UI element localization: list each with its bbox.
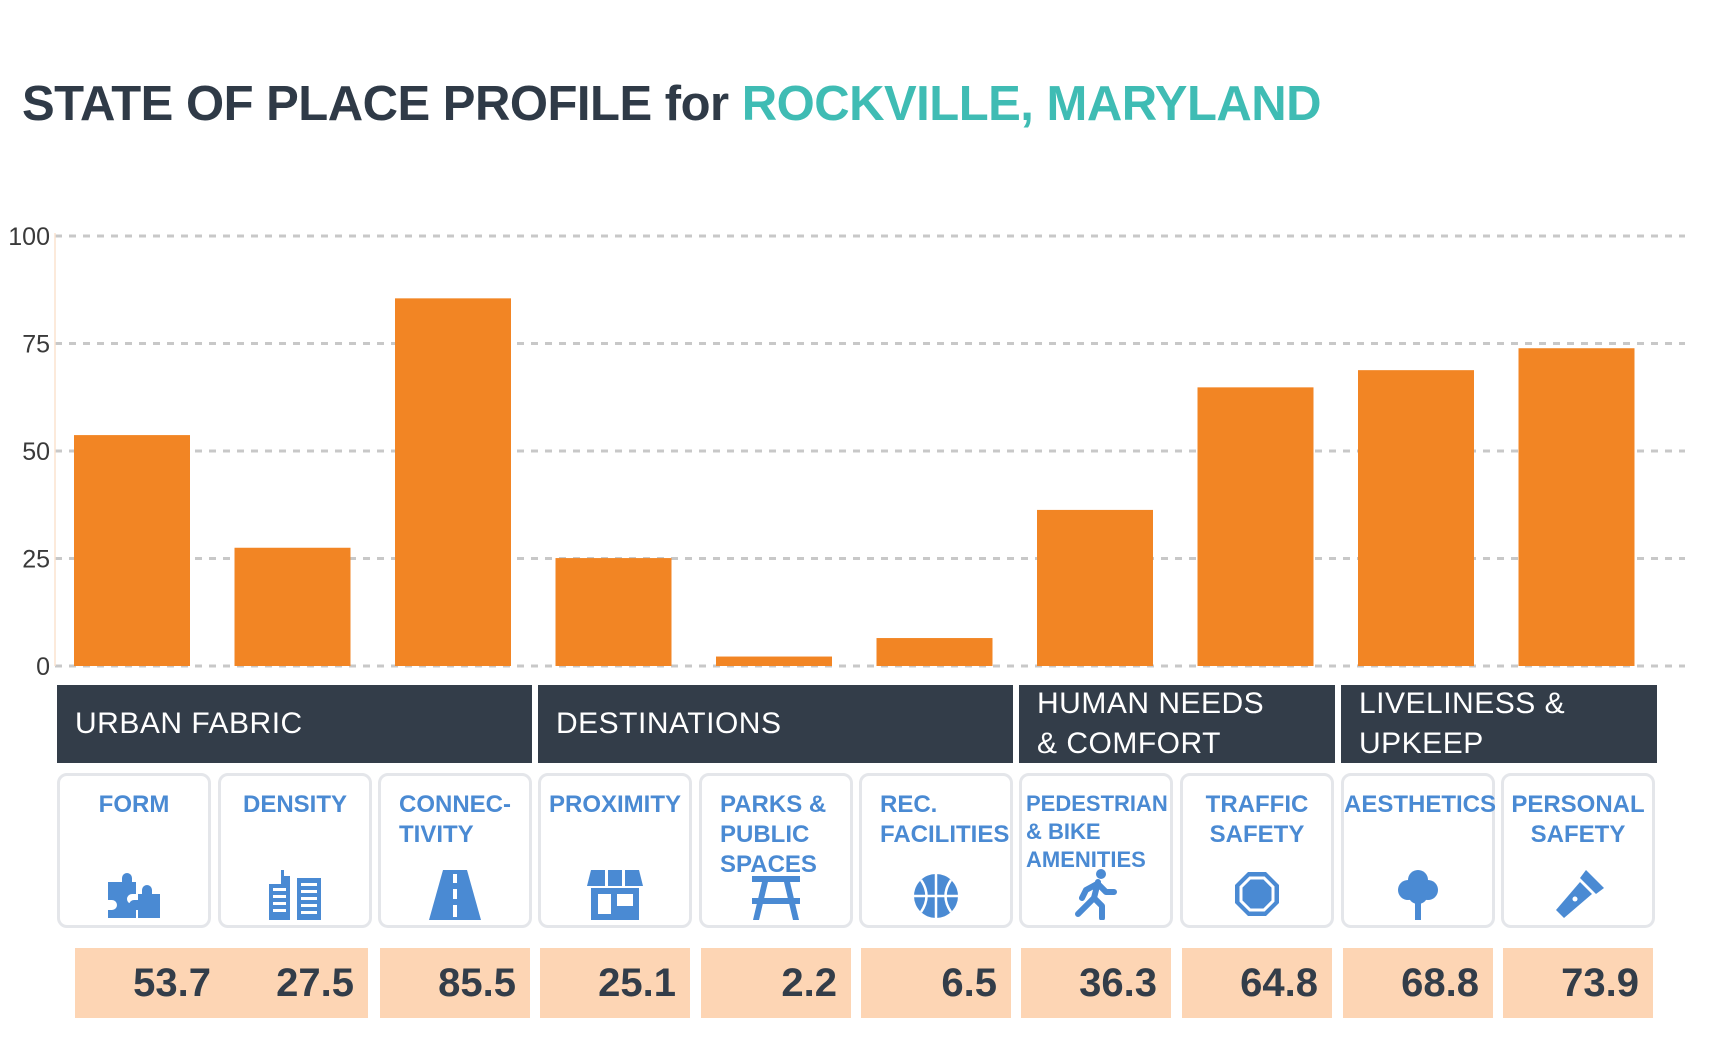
y-tick-label: 100 <box>8 223 50 251</box>
card-label: TRAFFIC SAFETY <box>1205 791 1309 848</box>
bar <box>716 656 832 666</box>
card-label: DENSITY <box>242 791 347 818</box>
card-traffic-safety: TRAFFIC SAFETY <box>1180 773 1334 928</box>
bar <box>1197 387 1314 666</box>
card-personal-safety: PERSONAL SAFETY <box>1501 773 1655 928</box>
bar <box>1518 348 1635 666</box>
card-label: PEDESTRIAN & BIKE AMENITIES <box>1026 791 1168 872</box>
card-pedestrian: PEDESTRIAN & BIKE AMENITIES <box>1019 773 1173 928</box>
value-box: 68.8 <box>1343 948 1493 1018</box>
value-box: 27.5 <box>218 948 368 1018</box>
chart-title: STATE OF PLACE PROFILE for ROCKVILLE, MA… <box>22 76 1322 132</box>
category-destinations: DESTINATIONS <box>538 685 1013 763</box>
tree-icon <box>1390 868 1446 920</box>
card-label: CONNEC- TIVITY <box>399 791 511 848</box>
bar <box>555 558 672 666</box>
card-density: DENSITY <box>218 773 372 928</box>
category-label: URBAN FABRIC <box>75 707 303 740</box>
picnic-table-icon <box>748 868 804 920</box>
value-box: 85.5 <box>380 948 530 1018</box>
bar-chart: 0 25 50 75 100 <box>8 223 1685 681</box>
card-label: FORM <box>98 791 170 818</box>
category-liveliness: LIVELINESS & UPKEEP <box>1341 685 1657 763</box>
chart-title-place: ROCKVILLE, MARYLAND <box>741 77 1322 131</box>
storefront-icon <box>587 868 643 920</box>
buildings-icon <box>267 868 323 920</box>
chart-title-main: STATE OF PLACE PROFILE for <box>22 77 742 131</box>
road-icon <box>427 868 483 920</box>
y-tick-label: 0 <box>36 653 50 681</box>
y-tick-label: 25 <box>22 546 50 574</box>
category-label: DESTINATIONS <box>556 707 782 740</box>
pedestrian-icon <box>1068 868 1124 920</box>
card-proximity: PROXIMITY <box>538 773 692 928</box>
flashlight-icon <box>1550 868 1606 920</box>
value-box: 6.5 <box>861 948 1011 1018</box>
bar <box>1037 509 1153 666</box>
card-parks: PARKS & PUBLIC SPACES <box>699 773 853 928</box>
card-aesthetics: AESTHETICS <box>1341 773 1497 928</box>
y-tick-label: 75 <box>22 331 50 359</box>
bar <box>1358 370 1474 666</box>
basketball-icon <box>908 868 964 920</box>
category-label: HUMAN NEEDS & COMFORT <box>1037 687 1265 760</box>
card-label: PARKS & PUBLIC SPACES <box>720 791 827 878</box>
card-label: AESTHETICS <box>1344 791 1497 818</box>
value-box: 64.8 <box>1182 948 1332 1018</box>
category-label: LIVELINESS & UPKEEP <box>1359 687 1566 760</box>
category-urban-fabric: URBAN FABRIC <box>57 685 532 763</box>
value-box: 2.2 <box>701 948 851 1018</box>
card-label: PERSONAL SAFETY <box>1511 791 1645 848</box>
bar <box>395 298 511 666</box>
bar <box>876 638 993 666</box>
value-box: 53.7 <box>75 948 225 1018</box>
bar <box>234 547 351 666</box>
card-connectivity: CONNEC- TIVITY <box>378 773 532 928</box>
value-box: 36.3 <box>1021 948 1171 1018</box>
card-rec-facilities: REC. FACILITIES <box>859 773 1013 928</box>
y-tick-label: 50 <box>22 438 50 466</box>
card-label: REC. FACILITIES <box>880 791 1010 848</box>
value-box: 73.9 <box>1503 948 1653 1018</box>
puzzle-icon <box>106 868 162 920</box>
card-label: PROXIMITY <box>548 791 681 818</box>
category-human-needs: HUMAN NEEDS & COMFORT <box>1019 685 1335 763</box>
stop-sign-icon <box>1229 868 1285 920</box>
card-form: FORM <box>57 773 211 928</box>
value-box: 25.1 <box>540 948 690 1018</box>
bar <box>74 435 190 666</box>
